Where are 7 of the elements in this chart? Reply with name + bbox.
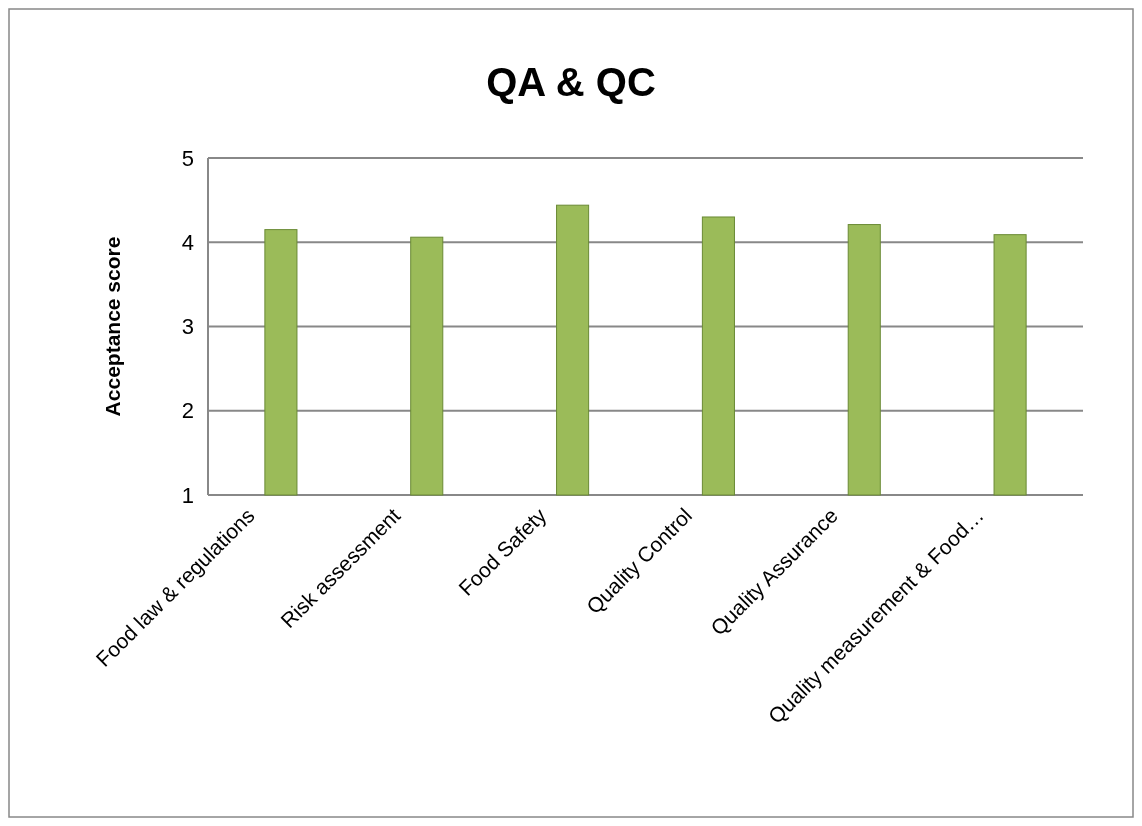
y-tick-label: 2 <box>181 398 194 424</box>
y-tick-label: 1 <box>181 482 194 508</box>
y-axis-title: Acceptance score <box>101 236 124 417</box>
y-tick-label: 3 <box>181 314 194 340</box>
y-tick-label: 5 <box>181 145 194 171</box>
chart-title: QA & QC <box>486 60 656 104</box>
y-tick-label: 4 <box>181 229 194 255</box>
